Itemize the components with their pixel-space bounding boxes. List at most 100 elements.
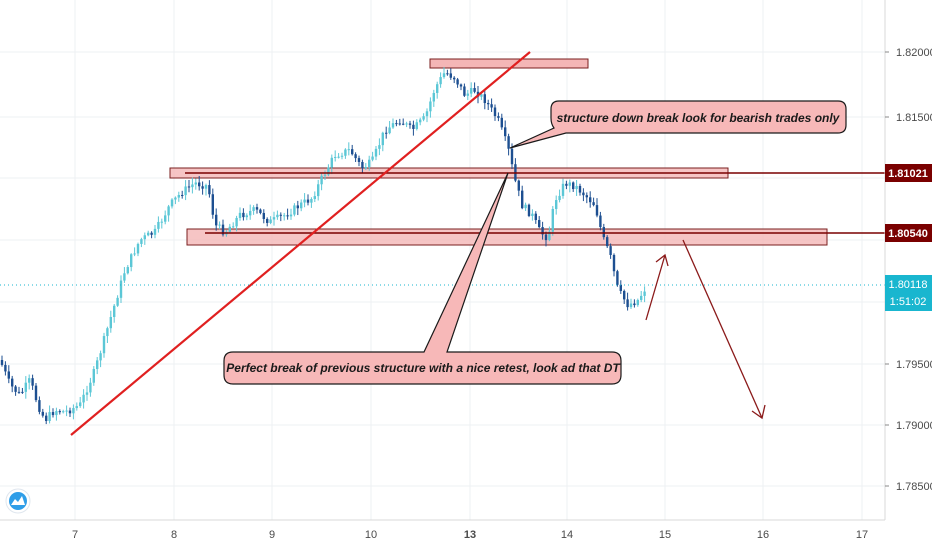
candle-bull [381,132,384,146]
bottom-callout[interactable]: Perfect break of previous structure with… [223,172,622,385]
top-zone[interactable] [429,58,589,69]
candle-bull [364,167,367,169]
candle-bear [279,214,282,216]
candle-bull [531,213,534,216]
candle-bull [170,199,174,207]
bottom-callout-text: Perfect break of previous structure with… [226,361,621,375]
candle-bear [619,284,622,291]
candle-bull [160,221,163,223]
candle-bull [293,205,296,215]
candle-bear [296,205,299,209]
candle-bull [425,111,429,117]
candle-bull [344,149,347,156]
candle-bull [347,149,350,151]
candle-bull [313,196,316,200]
candle-bull [48,412,51,421]
top-callout[interactable]: structure down break look for bearish tr… [509,100,847,149]
candle-bear [41,411,44,416]
candle-bear [616,271,619,285]
candle-bear [507,136,510,149]
candle-bull [55,411,58,416]
trendline[interactable] [70,51,531,436]
time-axis[interactable]: 7 8 9 10 13 14 15 16 17 [72,529,868,541]
candle-bear [262,212,265,219]
candle-bull [126,267,129,274]
candle-bull [24,382,27,392]
time-tick: 7 [72,529,78,541]
candle-bull [436,84,439,93]
candle-bear [446,73,449,75]
candle-bull [133,253,136,255]
candle-bull [191,184,194,188]
time-tick: 16 [757,529,769,541]
candle-bear [201,186,204,189]
time-tick: 15 [659,529,671,541]
candle-bull [368,159,371,168]
candle-bull [232,226,235,228]
candle-bear [578,185,582,193]
time-tick: 17 [856,529,868,541]
candle-bear [0,360,4,365]
candle-bull [334,156,337,158]
current-price-text: 1.80118 [889,279,928,291]
candle-bull [82,394,85,403]
price-tick: 1.81500 [896,112,932,124]
candle-bull [548,231,551,241]
candle-bear [187,186,191,188]
tradingview-logo-icon[interactable] [5,488,31,514]
candle-bull [568,182,571,186]
candle-bull [140,239,143,244]
candle-bear [473,88,476,92]
candle-bear [599,215,602,228]
candle-bull [323,174,327,176]
candle-bull [269,219,272,223]
current-price-tag[interactable]: 1.80118 1:51:02 [885,275,932,311]
candle-bear [544,234,548,241]
candle-bull [102,336,106,354]
support-zone[interactable] [186,228,828,246]
candle-bear [541,227,544,235]
candle-bull [147,232,150,236]
candle-bear [361,161,364,169]
candle-bear [402,123,405,125]
candle-bear [286,215,289,217]
candle-bull [194,182,197,185]
resistance-price-tag[interactable]: 1.81021 [885,164,932,182]
candle-bull [276,214,279,218]
candle-bull [75,406,78,409]
candle-bull [432,92,435,102]
candle-bear [68,410,72,414]
candle-bear [456,79,459,85]
price-axis[interactable]: 1.82000 1.81500 1.79500 1.79000 1.78500 [885,47,932,493]
candle-bull [245,215,248,218]
candle-bear [306,199,310,203]
candle-bear [585,195,588,198]
candle-bull [320,175,323,185]
projection-up-arrow [645,254,666,321]
candle-bear [4,364,7,372]
projection-down-arrow [682,239,763,419]
support-price-tag[interactable]: 1.80540 [885,224,932,242]
candle-bear [242,212,245,218]
candle-bull [184,186,187,196]
candle-bull [164,215,167,222]
candle-bull [153,228,157,235]
candle-bull [419,119,422,123]
candle-bear [521,190,524,209]
candle-bear [490,104,493,108]
candle-bull [28,378,31,383]
candle-bull [99,353,102,361]
candle-bull [272,217,276,220]
projection-path[interactable] [645,239,766,420]
candle-bear [150,232,153,235]
candle-bear [208,185,211,195]
candle-bull [310,199,313,203]
candle-bear [14,386,17,392]
candle-bull [174,197,177,200]
candle-bull [405,123,408,125]
candle-bear [385,132,388,134]
candle-bear [582,192,585,196]
candle-bull [130,254,133,268]
candle-bull [470,88,473,94]
